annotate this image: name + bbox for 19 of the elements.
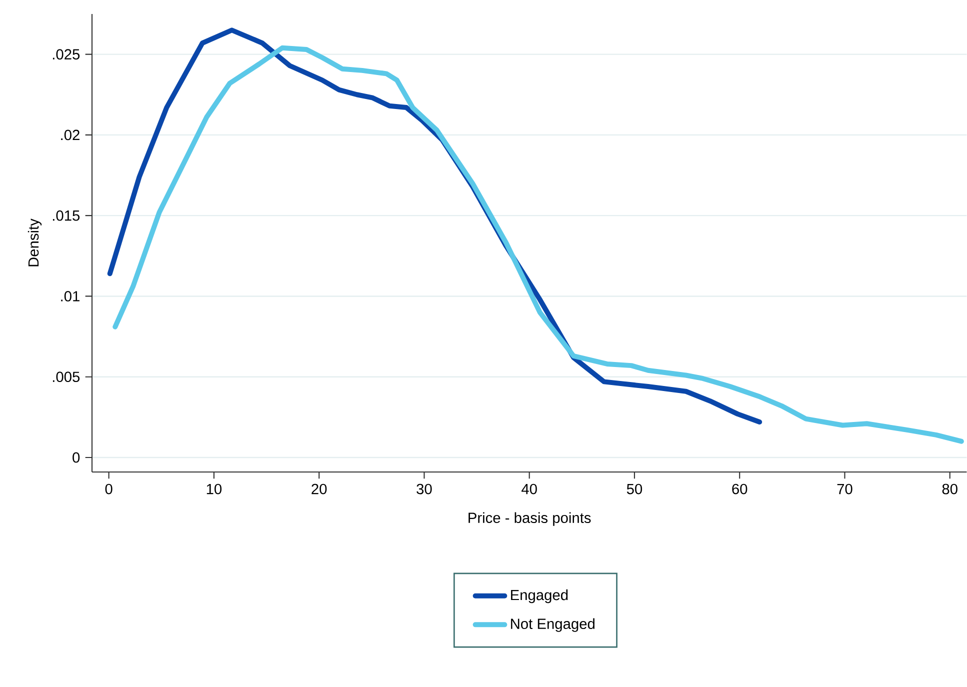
x-tick-label: 70 <box>837 484 852 494</box>
y-tick-label: .015 <box>52 210 80 221</box>
y-tick-label: .01 <box>61 291 80 302</box>
x-tick-label: 80 <box>942 484 958 494</box>
y-tick-label: .025 <box>52 49 80 60</box>
x-tick-label: 50 <box>626 484 642 494</box>
x-tick-label: 60 <box>732 484 748 494</box>
x-tick-label: 40 <box>522 484 537 494</box>
x-tick-label: 30 <box>416 484 432 494</box>
x-tick-label: 0 <box>105 484 112 494</box>
legend-label: Not Engaged <box>511 618 594 632</box>
y-tick-label: 0 <box>72 452 80 463</box>
y-tick-label: .02 <box>61 130 80 140</box>
legend-label: Engaged <box>511 589 568 604</box>
y-tick-label: .005 <box>52 372 80 382</box>
y-axis-title: Density <box>28 218 42 266</box>
x-tick-label: 10 <box>206 484 222 494</box>
x-tick-label: 20 <box>312 484 327 494</box>
x-axis-title: Price - basis points <box>468 512 591 526</box>
